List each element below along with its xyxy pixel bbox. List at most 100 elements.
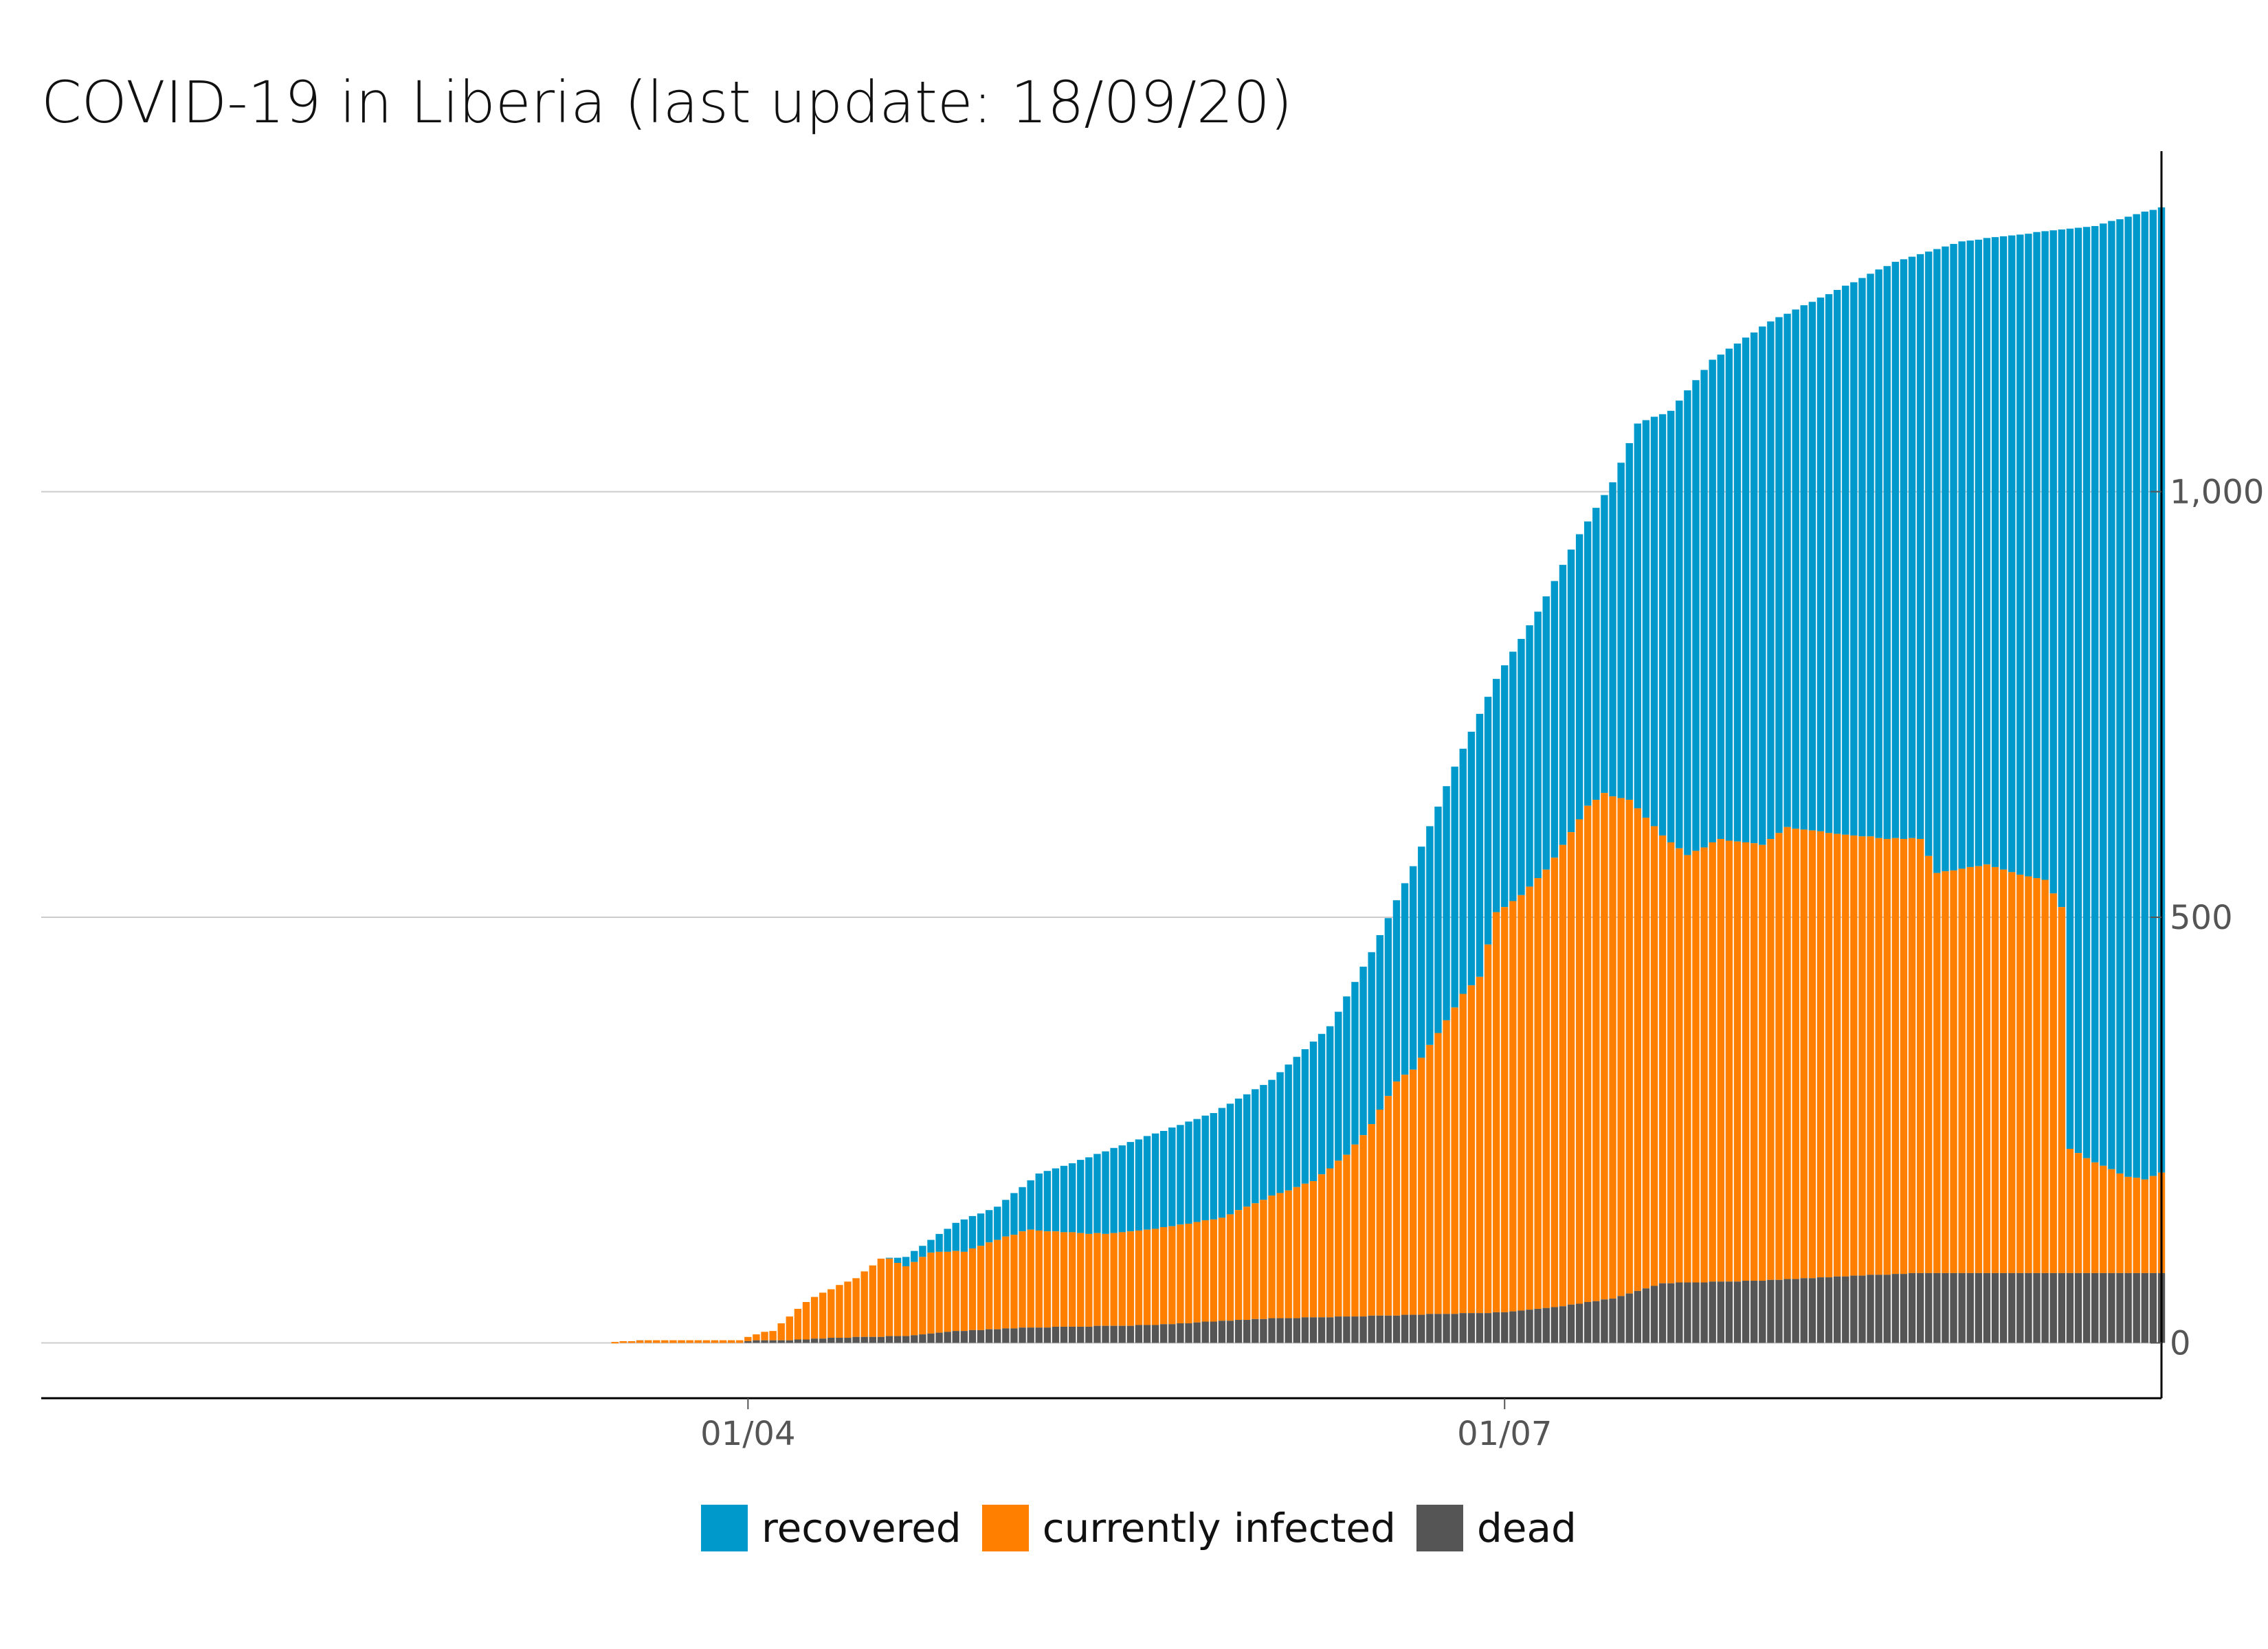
- legend-swatch-recovered: [701, 1505, 748, 1551]
- bar-infected: [2082, 1158, 2091, 1273]
- bar-dead: [1676, 1282, 1683, 1343]
- bar-infected: [777, 1323, 785, 1340]
- bar-infected: [1218, 1218, 1226, 1321]
- bar-recovered: [1850, 282, 1858, 836]
- bar-infected: [819, 1292, 827, 1339]
- bar-recovered: [2124, 216, 2132, 1177]
- bar-recovered: [1725, 348, 1733, 841]
- bar-dead: [1983, 1272, 1991, 1343]
- bar-infected: [2008, 872, 2016, 1273]
- bar-dead: [1800, 1278, 1808, 1343]
- bar-dead: [1434, 1314, 1442, 1343]
- bar-recovered: [2082, 227, 2091, 1158]
- bar-infected: [1135, 1230, 1143, 1325]
- bar-dead: [1093, 1325, 1101, 1343]
- bar-infected: [1742, 842, 1750, 1281]
- bar-dead: [977, 1330, 985, 1343]
- bar-dead: [1833, 1276, 1841, 1343]
- bar-infected: [968, 1248, 977, 1330]
- bar-recovered: [1418, 846, 1425, 1058]
- bar-infected: [1002, 1236, 1010, 1329]
- gridlines: [41, 491, 2161, 1344]
- bar-recovered: [1168, 1128, 1176, 1226]
- bar-dead: [1999, 1272, 2008, 1343]
- bar-infected: [1908, 838, 1916, 1273]
- bar-infected: [1293, 1187, 1301, 1319]
- bar-dead: [744, 1340, 752, 1343]
- bar-infected: [1085, 1233, 1093, 1327]
- bar-dead: [1484, 1313, 1492, 1343]
- bar-recovered: [1335, 1011, 1342, 1161]
- bar-recovered: [1858, 278, 1866, 837]
- bar-recovered: [1916, 254, 1924, 840]
- y-tick-label: 500: [2170, 899, 2233, 937]
- bar-infected: [1517, 895, 1525, 1311]
- bar-infected: [678, 1340, 685, 1343]
- bar-infected: [1983, 864, 1991, 1273]
- bar-recovered: [1534, 612, 1542, 879]
- bar-dead: [1501, 1312, 1509, 1343]
- bar-infected: [1060, 1232, 1068, 1327]
- bar-recovered: [1650, 416, 1658, 827]
- bar-dead: [1816, 1277, 1825, 1343]
- bar-dead: [1658, 1283, 1667, 1343]
- bar-recovered: [1816, 298, 1825, 831]
- bar-recovered: [1376, 935, 1383, 1110]
- chart-title: COVID-19 in Liberia (last update: 18/09/…: [41, 69, 1293, 136]
- bar-dead: [819, 1338, 827, 1343]
- bar-infected: [1467, 985, 1476, 1314]
- bar-infected: [1426, 1044, 1434, 1314]
- bar-dead: [1052, 1326, 1060, 1343]
- bar-dead: [1043, 1327, 1052, 1343]
- bar-infected: [927, 1253, 935, 1334]
- bar-recovered: [994, 1207, 1001, 1240]
- bar-infected: [2058, 907, 2066, 1273]
- y-tick-label: 0: [2170, 1324, 2191, 1362]
- bar-infected: [869, 1265, 877, 1337]
- bar-dead: [1459, 1313, 1467, 1343]
- bar-infected: [1875, 838, 1882, 1275]
- bar-recovered: [1210, 1112, 1218, 1220]
- bar-infected: [1027, 1229, 1034, 1328]
- bar-recovered: [1958, 241, 1966, 869]
- bar-recovered: [2133, 214, 2140, 1178]
- bar-dead: [1742, 1281, 1750, 1343]
- bar-recovered: [1783, 313, 1791, 827]
- bar-recovered: [1501, 665, 1509, 908]
- bar-dead: [844, 1338, 852, 1343]
- bar-recovered: [1343, 996, 1350, 1155]
- bar-recovered: [1443, 786, 1450, 1020]
- bar-recovered: [1476, 713, 1484, 977]
- bar-infected: [794, 1308, 802, 1340]
- bar-infected: [952, 1250, 959, 1332]
- bar-recovered: [985, 1210, 993, 1243]
- bar-dead: [1808, 1278, 1816, 1343]
- bar-dead: [1293, 1318, 1301, 1343]
- bar-recovered: [1185, 1121, 1192, 1224]
- bar-infected: [669, 1340, 677, 1343]
- bar-dead: [1135, 1325, 1143, 1343]
- bar-infected: [1492, 912, 1500, 1312]
- bar-infected: [1359, 1135, 1367, 1317]
- ticks: 0 500 1,000 01/04 01/07: [700, 473, 2264, 1453]
- bar-recovered: [1542, 596, 1550, 870]
- bar-infected: [1476, 976, 1484, 1314]
- bar-dead: [1650, 1286, 1658, 1343]
- bar-infected: [1991, 866, 1999, 1273]
- bar-dead: [1177, 1323, 1184, 1343]
- bar-infected: [2141, 1179, 2149, 1273]
- bar-infected: [694, 1340, 702, 1343]
- bar-recovered: [1177, 1125, 1184, 1225]
- bar-recovered: [1808, 302, 1816, 831]
- bar-recovered: [1301, 1049, 1309, 1184]
- bar-dead: [1891, 1274, 1900, 1343]
- bar-dead: [2008, 1272, 2016, 1343]
- bar-infected: [744, 1336, 752, 1341]
- legend-item-recovered: recovered: [701, 1505, 961, 1551]
- bar-recovered: [1467, 731, 1476, 986]
- bar-recovered: [1118, 1145, 1126, 1233]
- bar-infected: [944, 1251, 951, 1332]
- bar-dead: [2049, 1272, 2057, 1343]
- bar-infected: [1301, 1183, 1309, 1318]
- bar-dead: [1733, 1281, 1742, 1343]
